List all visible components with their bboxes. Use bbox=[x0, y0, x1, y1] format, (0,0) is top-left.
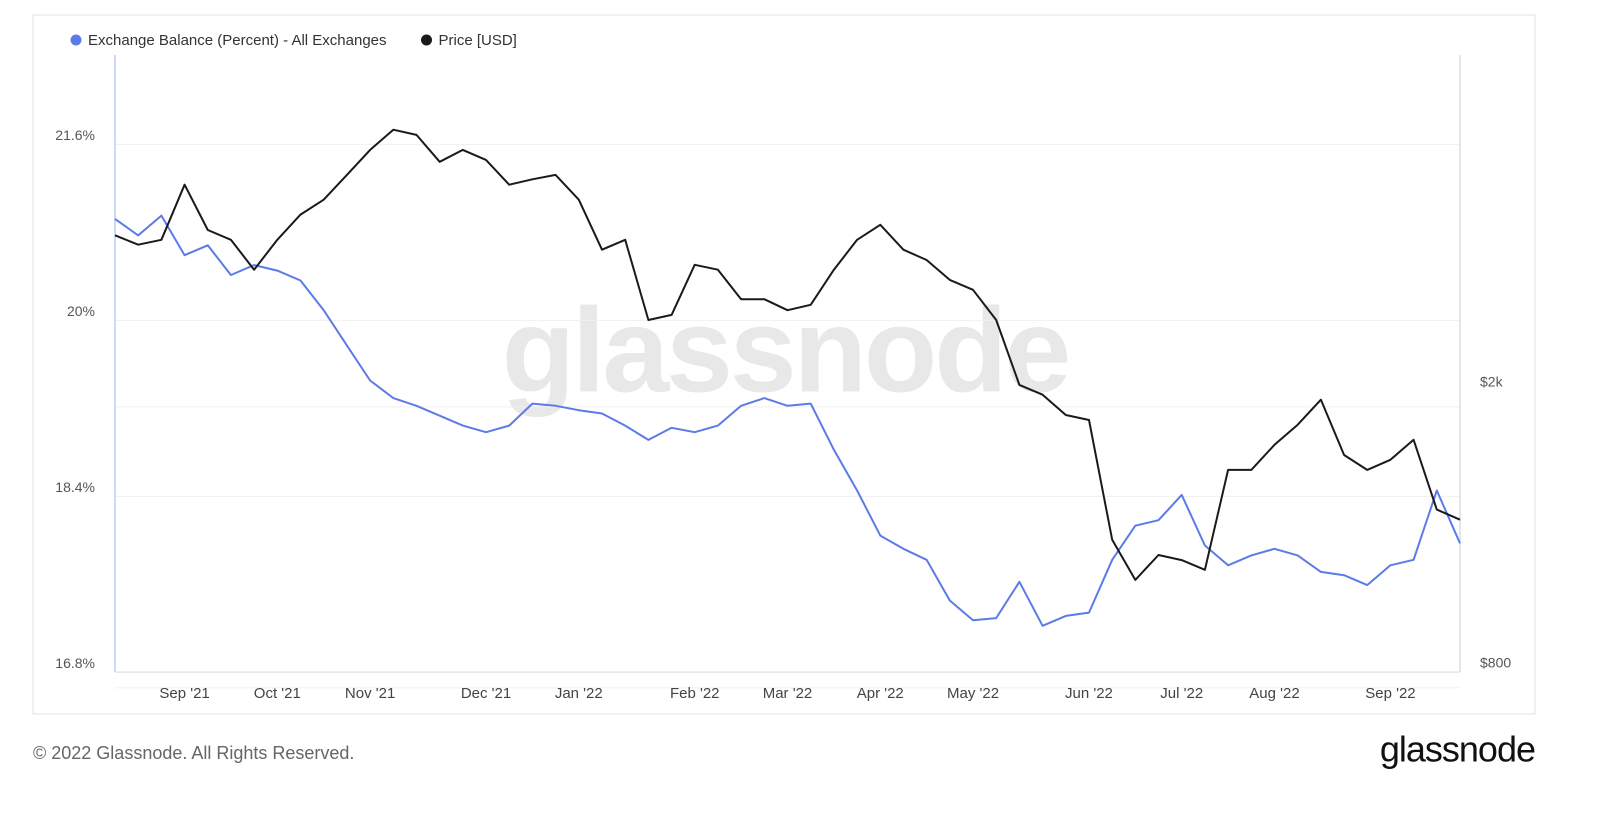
chart-frame bbox=[32, 14, 1536, 715]
y-tick-label: 18.4% bbox=[55, 479, 95, 495]
logo: glassnode bbox=[1380, 729, 1535, 770]
x-tick-label: Jul '22 bbox=[1160, 685, 1203, 702]
x-tick-label: Feb '22 bbox=[670, 685, 720, 702]
y2-tick-label: $2k bbox=[1480, 374, 1504, 390]
series-line bbox=[114, 214, 1461, 627]
y-tick-label: 21.6% bbox=[55, 127, 95, 143]
x-tick-label: Nov '21 bbox=[345, 685, 395, 702]
x-tick-label: Dec '21 bbox=[461, 685, 511, 702]
x-tick-label: Sep '22 bbox=[1365, 685, 1415, 702]
y-tick-label: 20% bbox=[67, 303, 95, 319]
x-tick-label: Jun '22 bbox=[1065, 685, 1113, 702]
y2-tick-label: $800 bbox=[1480, 655, 1511, 671]
x-tick-label: Mar '22 bbox=[763, 685, 813, 702]
legend-label: Exchange Balance (Percent) - All Exchang… bbox=[88, 32, 387, 49]
y-tick-label: 16.8% bbox=[55, 655, 95, 671]
x-tick-label: May '22 bbox=[947, 685, 999, 702]
legend-marker bbox=[421, 34, 432, 46]
watermark: glassnode bbox=[502, 284, 1069, 418]
legend-marker bbox=[70, 34, 82, 46]
x-tick-label: Jan '22 bbox=[555, 685, 603, 702]
x-tick-label: Aug '22 bbox=[1249, 685, 1299, 702]
x-tick-label: Sep '21 bbox=[159, 685, 209, 702]
x-tick-label: Apr '22 bbox=[857, 685, 904, 702]
legend-label: Price [USD] bbox=[439, 32, 517, 49]
series-line bbox=[114, 128, 1461, 581]
x-tick-label: Oct '21 bbox=[254, 685, 301, 702]
copyright: © 2022 Glassnode. All Rights Reserved. bbox=[33, 743, 354, 763]
